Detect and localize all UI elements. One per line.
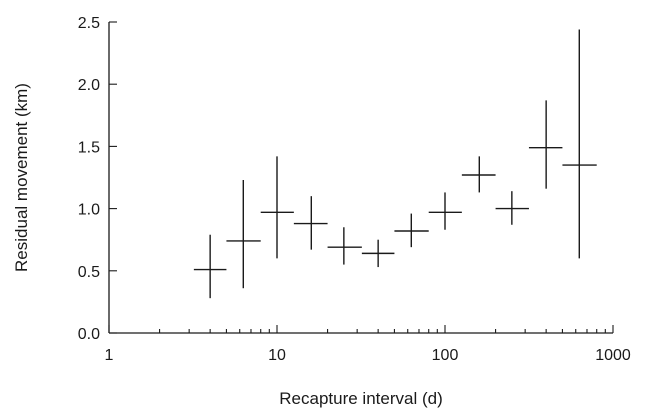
y-ticks: 0.0 0.5 1.0 1.5 2.0 2.5 <box>78 15 117 343</box>
data-point <box>293 196 328 250</box>
data-point <box>394 213 429 248</box>
x-tick-label: 1 <box>105 347 114 364</box>
data-point <box>528 100 563 189</box>
data-point <box>562 29 597 259</box>
y-tick-label: 0.0 <box>78 326 100 343</box>
data-point <box>495 191 529 225</box>
y-tick-label: 1.0 <box>78 202 100 219</box>
data-point <box>193 234 227 299</box>
axes <box>108 22 613 334</box>
x-axis-title: Recapture interval (d) <box>279 389 442 408</box>
x-ticks: 1 10 100 1000 <box>105 325 631 364</box>
y-tick-label: 2.0 <box>78 77 100 94</box>
data-point <box>226 179 261 289</box>
y-tick-label: 0.5 <box>78 264 100 281</box>
data-point <box>428 192 462 230</box>
x-tick-label: 10 <box>268 347 286 364</box>
y-tick-label: 1.5 <box>78 139 100 156</box>
data-point <box>361 239 395 268</box>
data-point <box>260 156 294 259</box>
x-tick-label: 1000 <box>595 347 631 364</box>
y-tick-label: 2.5 <box>78 15 100 32</box>
data-points <box>193 29 597 299</box>
y-axis-title: Residual movement (km) <box>12 83 31 272</box>
data-point <box>461 156 496 193</box>
data-point <box>327 227 362 265</box>
x-tick-label: 100 <box>432 347 459 364</box>
